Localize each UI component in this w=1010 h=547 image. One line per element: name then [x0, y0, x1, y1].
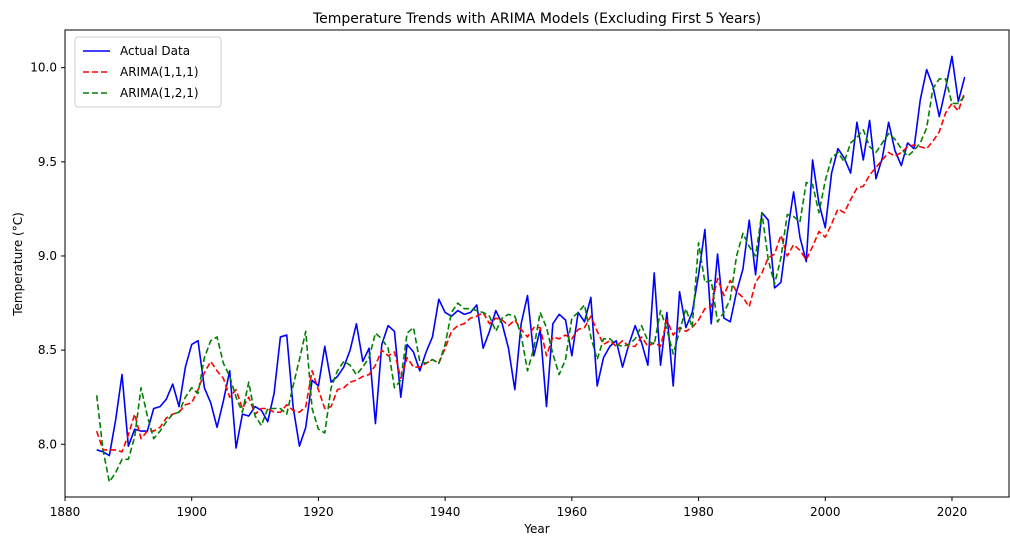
series-line-arima111	[95, 91, 966, 453]
legend: Actual Data ARIMA(1,1,1) ARIMA(1,2,1)	[74, 36, 222, 108]
x-tick-label: 2000	[810, 505, 841, 519]
y-tick-label: 10.0	[30, 61, 57, 75]
x-axis-title: Year	[523, 522, 549, 536]
series-line-arima121	[95, 78, 966, 483]
chart-title: Temperature Trends with ARIMA Models (Ex…	[312, 11, 761, 27]
x-tick-label: 1940	[430, 505, 461, 519]
y-axis: 8.0 8.5 9.0 9.5 10.0	[30, 61, 65, 451]
legend-box	[74, 36, 222, 108]
x-tick-label: 1980	[683, 505, 714, 519]
y-axis-title: Temperature (°C)	[11, 212, 25, 317]
y-tick-label: 9.0	[38, 249, 57, 263]
x-axis: 1880 1900 1920 1940 1960 1980 2000 2020	[50, 497, 968, 519]
x-tick-label: 1900	[176, 505, 207, 519]
series-layer	[95, 55, 966, 483]
y-tick-label: 9.5	[38, 155, 57, 169]
x-tick-label: 2020	[937, 505, 968, 519]
legend-label-arima121: ARIMA(1,2,1)	[120, 86, 199, 100]
x-tick-label: 1880	[50, 505, 81, 519]
y-tick-label: 8.5	[38, 343, 57, 357]
y-tick-label: 8.0	[38, 437, 57, 451]
x-tick-label: 1960	[557, 505, 588, 519]
plot-frame	[64, 29, 1010, 498]
x-tick-label: 1920	[303, 505, 334, 519]
legend-label-actual: Actual Data	[120, 44, 190, 58]
legend-label-arima111: ARIMA(1,1,1)	[120, 65, 199, 79]
